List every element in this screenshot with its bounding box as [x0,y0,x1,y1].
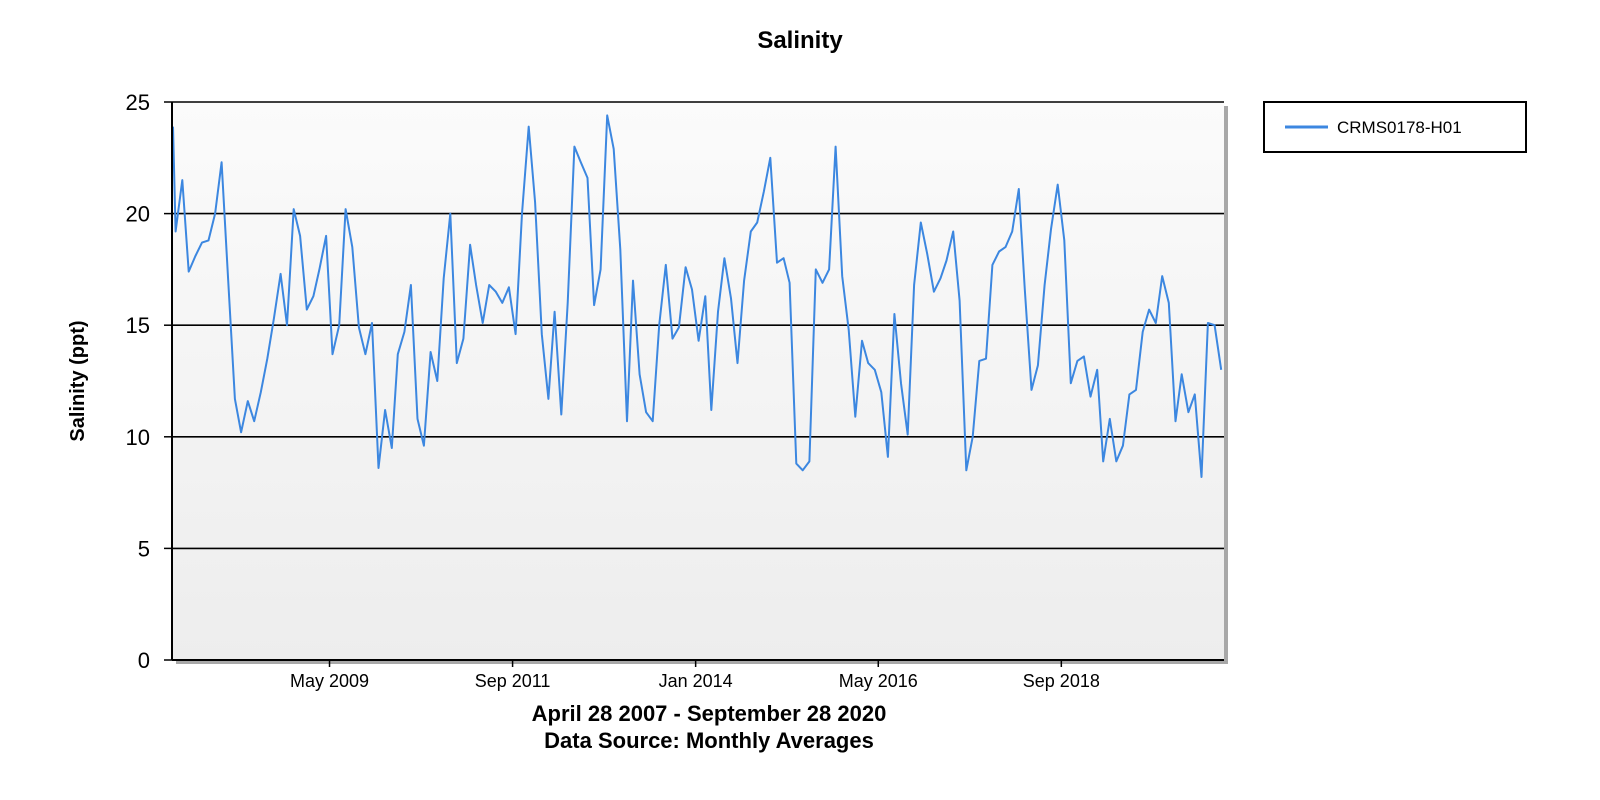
x-tick-label: May 2016 [839,671,918,691]
x-axis-ticks: May 2009 Sep 2011 Jan 2014 May 2016 Sep 2018 [290,660,1100,691]
data-source-subtitle: Data Source: Monthly Averages [544,728,874,753]
plot-area [172,102,1224,660]
x-tick-label: Sep 2018 [1023,671,1100,691]
chart-title: Salinity [757,27,843,54]
legend: CRMS0178-H01 [1263,101,1527,153]
x-tick-label: May 2009 [290,671,369,691]
x-tick-label: Sep 2011 [475,671,551,691]
y-axis-label: Salinity (ppt) [67,320,89,441]
date-range-subtitle: April 28 2007 - September 28 2020 [532,701,887,726]
y-tick-label: 10 [126,425,150,450]
series-layer [172,114,1223,478]
x-tick-label: Jan 2014 [659,671,733,691]
y-tick-label: 5 [138,536,150,561]
y-tick-label: 20 [126,202,150,227]
y-tick-label: 0 [138,648,150,673]
series-line [172,114,1223,478]
y-tick-label: 15 [126,313,150,338]
y-axis-ticks: 0 5 10 15 20 25 [126,90,172,673]
y-tick-label: 25 [126,90,150,115]
legend-label: CRMS0178-H01 [1337,118,1462,137]
